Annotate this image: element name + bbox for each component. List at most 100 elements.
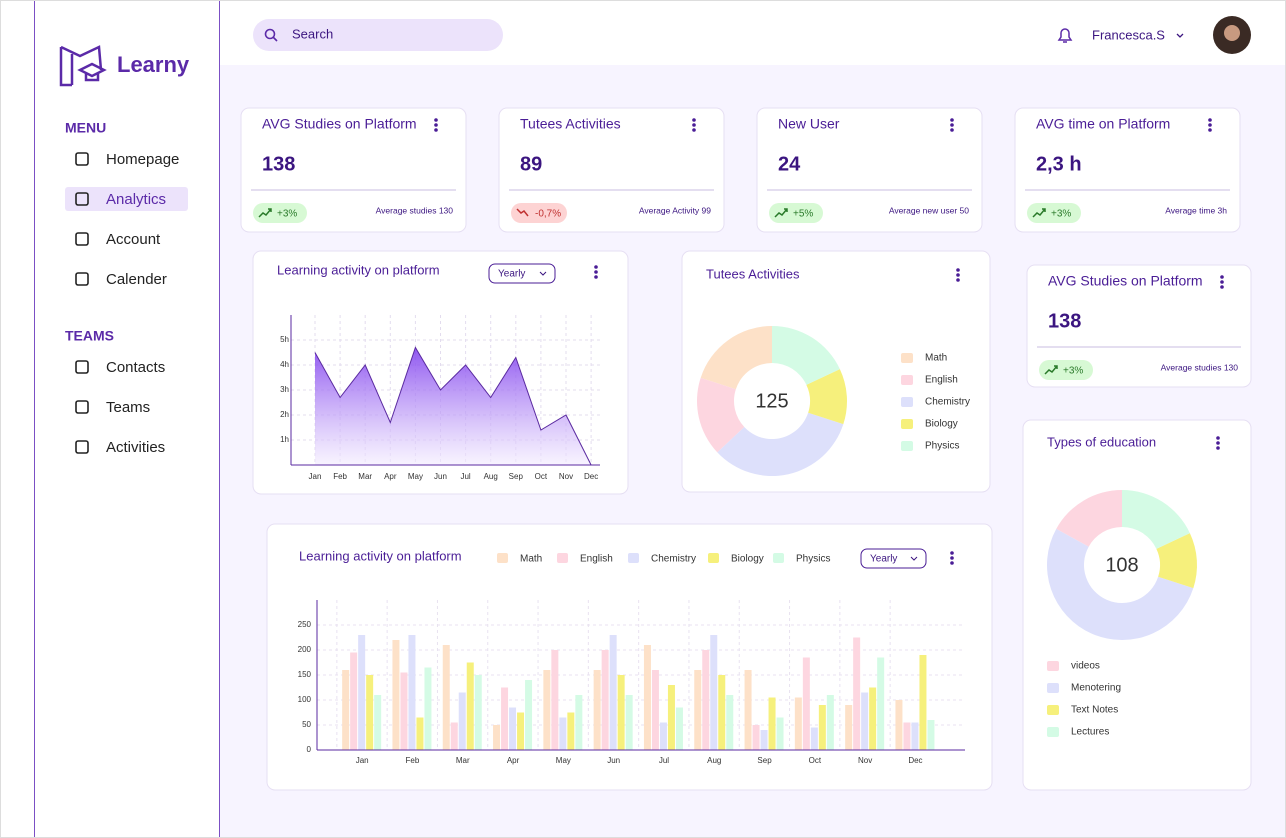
x-tick-label: Jan [356,756,369,765]
y-tick-label: 5h [280,335,289,344]
menu-item[interactable]: Calender [106,271,167,288]
more-menu[interactable] [434,118,438,122]
y-tick-label: 200 [298,645,312,654]
legend-swatch [708,553,719,563]
menu-item[interactable]: Activities [106,439,165,456]
card-title: AVG time on Platform [1036,116,1170,132]
menu-item[interactable]: Homepage [106,151,179,168]
bar [802,657,810,750]
legend-swatch [557,553,568,563]
card [1014,107,1241,233]
search-box[interactable] [253,19,503,51]
menu-icon [75,192,89,206]
bar [919,655,927,750]
more-menu[interactable] [1208,123,1212,127]
more-menu[interactable] [692,123,696,127]
more-menu[interactable] [950,556,954,560]
search-placeholder: Search [292,26,333,41]
bar [466,662,474,750]
more-menu[interactable] [956,268,960,272]
menu-item[interactable]: Teams [106,399,150,416]
menu-item[interactable]: Analytics [106,191,166,208]
more-menu[interactable] [950,561,954,565]
legend-label: English [580,554,613,565]
bar [517,712,525,750]
bar [408,635,416,750]
bar [911,722,919,750]
dropdown-label[interactable]: Yearly [870,554,897,565]
dropdown[interactable] [860,548,927,569]
bell-icon[interactable] [1057,28,1073,43]
bar [694,670,702,750]
menu-item[interactable]: Account [106,231,161,248]
change-text: +3% [1063,366,1083,377]
x-tick-label: May [408,472,423,481]
more-menu[interactable] [950,128,954,132]
change-badge [769,203,823,223]
card-note: Average Activity 99 [639,205,711,215]
legend-swatch [901,353,913,363]
bar [760,730,768,750]
bar [718,675,726,750]
more-menu[interactable] [950,118,954,122]
donut-slice [806,369,847,425]
x-tick-label: Jul [659,756,669,765]
more-menu[interactable] [1208,128,1212,132]
trend-icon [1032,208,1046,218]
y-tick-label: 4h [280,360,289,369]
more-menu[interactable] [692,118,696,122]
card-value: 2,3 h [1036,153,1082,175]
more-menu[interactable] [1220,285,1224,289]
more-menu[interactable] [956,273,960,277]
more-menu[interactable] [1208,118,1212,122]
card-value: 138 [262,153,295,175]
dropdown-chevron [539,271,547,276]
card-title: Tutees Activities [520,116,621,132]
bar [861,692,869,750]
legend-swatch [1047,727,1059,737]
more-menu[interactable] [950,123,954,127]
menu-heading: MENU [65,120,106,136]
bar [358,635,366,750]
bar [667,685,675,750]
card-value: 89 [520,153,542,175]
more-menu[interactable] [692,128,696,132]
menu-item[interactable]: Contacts [106,359,165,376]
more-menu[interactable] [1220,275,1224,279]
more-menu[interactable] [434,123,438,127]
x-tick-label: Dec [584,472,598,481]
menu-icon [75,440,89,454]
more-menu[interactable] [434,128,438,132]
user-chevron[interactable] [1176,33,1184,38]
legend-label: Chemistry [651,554,696,565]
more-menu[interactable] [950,551,954,555]
legend-label: Math [925,353,947,364]
more-menu[interactable] [1216,436,1220,440]
more-menu[interactable] [594,275,598,279]
x-tick-label: Mar [456,756,470,765]
more-menu[interactable] [594,270,598,274]
bar [744,670,752,750]
dropdown[interactable] [488,263,556,284]
more-menu[interactable] [956,278,960,282]
x-tick-label: Jan [309,472,322,481]
y-tick-label: 2h [280,410,289,419]
dropdown-label[interactable]: Yearly [498,269,525,280]
bar [625,695,633,750]
more-menu[interactable] [1216,446,1220,450]
bar [366,675,374,750]
bar [776,717,784,750]
search-icon [264,28,276,40]
change-text: +5% [793,209,813,220]
menu-icon [75,400,89,414]
more-menu[interactable] [594,265,598,269]
change-badge [1039,360,1093,380]
user-name[interactable]: Francesca.S [1092,27,1165,42]
more-menu[interactable] [1216,441,1220,445]
more-menu[interactable] [1220,280,1224,284]
y-tick-label: 0 [307,745,312,754]
legend-label: Math [520,554,542,565]
bar [575,695,583,750]
x-tick-label: Jun [434,472,447,481]
